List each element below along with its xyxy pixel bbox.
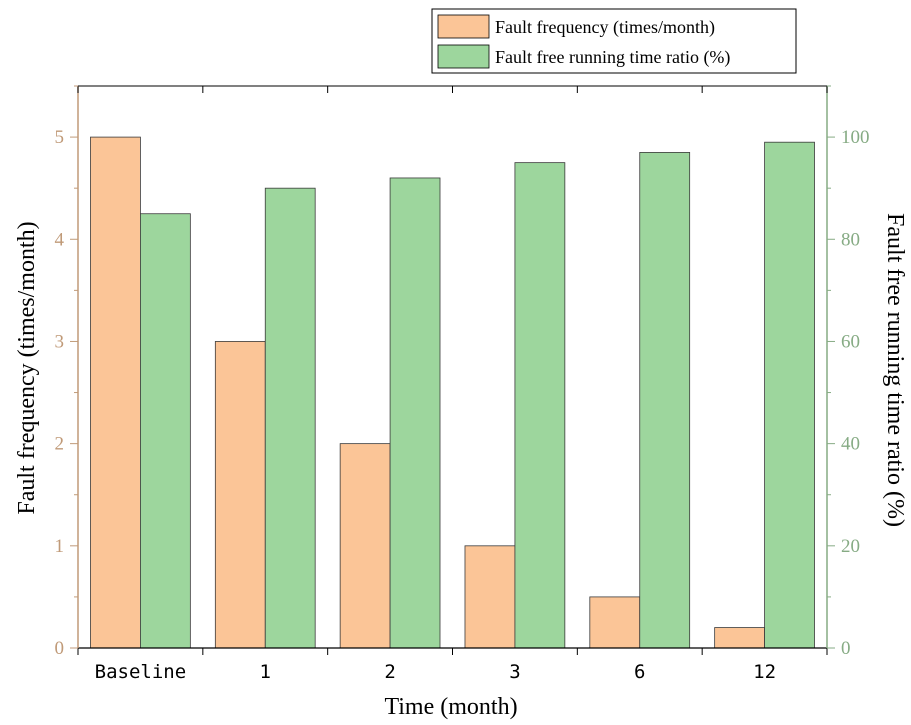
- legend-swatch-fault-frequency: [437, 14, 490, 39]
- legend-swatch-fault-free-ratio: [437, 44, 490, 69]
- right-y-axis-title: Fault free running time ratio (%): [882, 213, 908, 527]
- bar-fault-free-ratio-3: [514, 162, 566, 649]
- bar-fault-frequency-5: [714, 627, 765, 649]
- left-tick-label-2: 2: [55, 434, 65, 455]
- left-tick-label-3: 3: [55, 331, 65, 352]
- legend-frame: [431, 8, 797, 74]
- right-tick-label-60: 60: [841, 331, 860, 352]
- bar-fault-frequency-1: [214, 341, 266, 649]
- x-tick-label-1: 1: [260, 661, 271, 683]
- legend-label-fault-free-ratio: Fault free running time ratio (%): [495, 47, 730, 68]
- left-tick-label-5: 5: [55, 127, 65, 148]
- bar-fault-free-ratio-2: [389, 177, 441, 649]
- right-tick-label-40: 40: [841, 434, 860, 455]
- x-tick-label-0: Baseline: [95, 661, 187, 683]
- right-tick-label-20: 20: [841, 536, 860, 557]
- bar-fault-frequency-3: [464, 545, 516, 649]
- bar-fault-frequency-0: [90, 136, 141, 649]
- bars-layer: [90, 136, 815, 649]
- bar-fault-free-ratio-0: [140, 213, 191, 649]
- bar-fault-free-ratio-5: [764, 141, 815, 649]
- left-tick-label-4: 4: [55, 229, 65, 250]
- bar-fault-frequency-4: [589, 596, 641, 649]
- x-tick-label-4: 6: [634, 661, 645, 683]
- x-tick-label-5: 12: [753, 661, 776, 683]
- right-tick-label-80: 80: [841, 229, 860, 250]
- right-tick-label-100: 100: [841, 127, 870, 148]
- left-y-axis-title: Fault frequency (times/month): [14, 221, 40, 514]
- bar-fault-frequency-2: [339, 443, 391, 649]
- x-axis-title: Time (month): [384, 694, 517, 720]
- bar-fault-free-ratio-1: [264, 187, 316, 649]
- x-tick-label-3: 3: [509, 661, 520, 683]
- bar-fault-free-ratio-4: [639, 152, 691, 649]
- x-tick-label-2: 2: [384, 661, 395, 683]
- left-tick-label-1: 1: [55, 536, 65, 557]
- left-tick-label-0: 0: [55, 638, 65, 659]
- right-tick-label-0: 0: [841, 638, 851, 659]
- legend-label-fault-frequency: Fault frequency (times/month): [495, 17, 715, 38]
- legend: Fault frequency (times/month) Fault free…: [431, 8, 797, 74]
